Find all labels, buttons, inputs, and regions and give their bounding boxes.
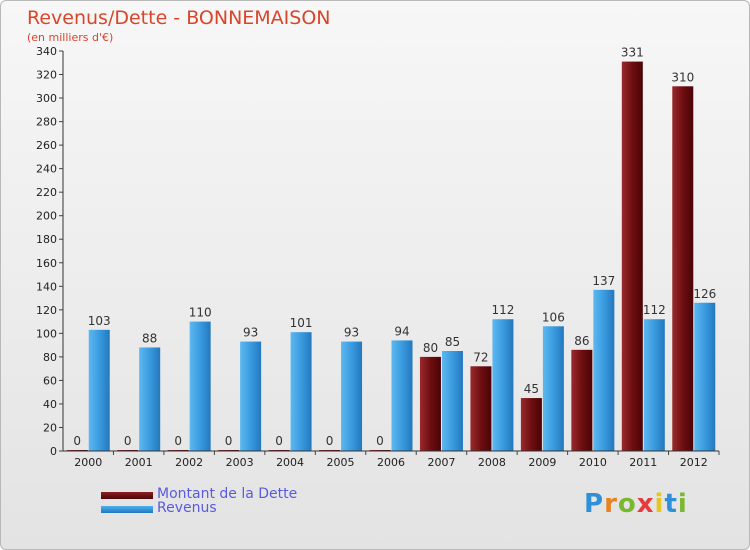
proxiti-logo: Proxiti bbox=[584, 489, 688, 519]
data-label: 0 bbox=[73, 434, 81, 448]
y-tick-label: 300 bbox=[36, 92, 57, 105]
x-tick-label: 2003 bbox=[226, 456, 254, 469]
revenus-bar bbox=[88, 329, 110, 451]
data-label: 331 bbox=[621, 46, 644, 60]
legend-swatch-revenus bbox=[101, 506, 153, 513]
y-tick-label: 0 bbox=[50, 445, 57, 458]
revenus-bar bbox=[492, 319, 514, 451]
data-label: 86 bbox=[574, 334, 589, 348]
x-tick-label: 2008 bbox=[478, 456, 506, 469]
data-label: 0 bbox=[376, 434, 384, 448]
x-tick-label: 2009 bbox=[528, 456, 556, 469]
revenus-bar bbox=[391, 340, 413, 451]
legend-label-revenus: Revenus bbox=[157, 500, 217, 516]
data-label: 93 bbox=[344, 326, 359, 340]
data-label: 106 bbox=[542, 310, 565, 324]
revenus-bar bbox=[593, 289, 615, 451]
data-label: 110 bbox=[189, 306, 212, 320]
data-label: 126 bbox=[693, 287, 716, 301]
revenus-bar bbox=[542, 326, 564, 451]
data-label: 0 bbox=[225, 434, 233, 448]
data-label: 103 bbox=[88, 314, 111, 328]
revenus-bar bbox=[441, 351, 463, 451]
chart-subtitle: (en milliers d'€) bbox=[27, 31, 114, 44]
y-tick-label: 120 bbox=[36, 304, 57, 317]
data-label: 0 bbox=[124, 434, 132, 448]
dette-bar bbox=[621, 61, 643, 452]
x-tick-label: 2005 bbox=[327, 456, 355, 469]
revenus-bar bbox=[139, 347, 161, 451]
dette-bar bbox=[571, 349, 593, 451]
dette-bar bbox=[470, 366, 492, 451]
data-label: 0 bbox=[275, 434, 283, 448]
data-label: 0 bbox=[174, 434, 182, 448]
legend-swatch-dette bbox=[101, 492, 153, 499]
y-tick-label: 340 bbox=[36, 45, 57, 58]
y-tick-label: 280 bbox=[36, 116, 57, 129]
x-tick-label: 2010 bbox=[579, 456, 607, 469]
data-label: 88 bbox=[142, 331, 157, 345]
x-tick-label: 2004 bbox=[276, 456, 304, 469]
data-label: 94 bbox=[394, 324, 409, 338]
dette-bar bbox=[520, 398, 542, 451]
y-tick-label: 40 bbox=[43, 398, 57, 411]
y-tick-label: 260 bbox=[36, 139, 57, 152]
data-label: 72 bbox=[473, 350, 488, 364]
data-label: 112 bbox=[643, 303, 666, 317]
x-tick-label: 2000 bbox=[74, 456, 102, 469]
revenus-bar bbox=[643, 319, 665, 451]
y-tick-label: 220 bbox=[36, 186, 57, 199]
x-tick-label: 2012 bbox=[680, 456, 708, 469]
revenus-bar bbox=[341, 341, 363, 451]
revenus-bar bbox=[694, 302, 716, 451]
dette-bar bbox=[672, 86, 694, 451]
x-tick-label: 2011 bbox=[629, 456, 657, 469]
y-tick-label: 60 bbox=[43, 374, 57, 387]
y-tick-label: 240 bbox=[36, 163, 57, 176]
y-tick-label: 20 bbox=[43, 421, 57, 434]
chart-title: Revenus/Dette - BONNEMAISON bbox=[27, 7, 331, 29]
data-label: 85 bbox=[445, 335, 460, 349]
data-label: 310 bbox=[671, 70, 694, 84]
revenus-bar bbox=[189, 321, 211, 451]
x-tick-label: 2002 bbox=[175, 456, 203, 469]
data-label: 93 bbox=[243, 326, 258, 340]
revenus-bar bbox=[290, 332, 312, 451]
y-tick-label: 160 bbox=[36, 257, 57, 270]
dette-bar bbox=[419, 356, 441, 451]
y-tick-label: 100 bbox=[36, 327, 57, 340]
y-tick-label: 140 bbox=[36, 280, 57, 293]
data-label: 112 bbox=[491, 303, 514, 317]
data-label: 80 bbox=[423, 341, 438, 355]
revenus-bar bbox=[240, 341, 262, 451]
x-tick-label: 2007 bbox=[427, 456, 455, 469]
x-tick-label: 2001 bbox=[125, 456, 153, 469]
y-tick-label: 180 bbox=[36, 233, 57, 246]
x-tick-label: 2006 bbox=[377, 456, 405, 469]
y-tick-label: 200 bbox=[36, 210, 57, 223]
data-label: 45 bbox=[524, 382, 539, 396]
data-label: 137 bbox=[592, 274, 615, 288]
data-label: 101 bbox=[290, 316, 313, 330]
y-tick-label: 80 bbox=[43, 351, 57, 364]
data-label: 0 bbox=[326, 434, 334, 448]
y-tick-label: 320 bbox=[36, 69, 57, 82]
legend-label-dette: Montant de la Dette bbox=[157, 486, 298, 502]
